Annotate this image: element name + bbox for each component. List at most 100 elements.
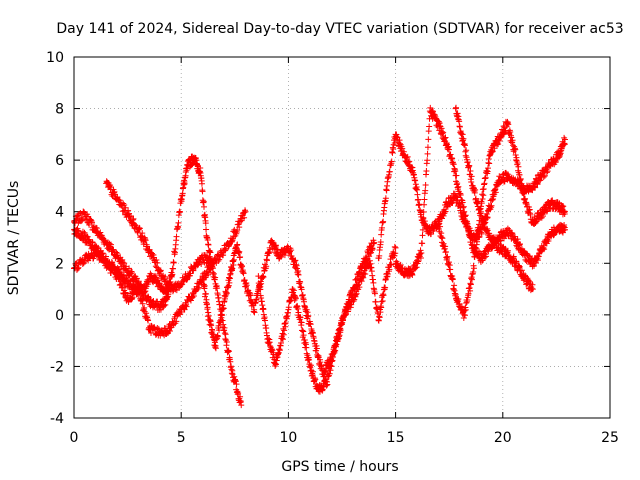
data-point <box>332 347 339 354</box>
data-point <box>371 290 378 297</box>
data-point <box>301 336 308 343</box>
data-point <box>279 330 286 337</box>
data-point <box>352 276 359 283</box>
data-point <box>89 219 96 226</box>
data-point <box>424 144 431 151</box>
data-point <box>388 261 395 268</box>
data-point <box>177 209 184 216</box>
data-point <box>208 322 215 329</box>
data-point <box>298 319 305 326</box>
data-point <box>353 290 360 297</box>
data-point <box>384 270 391 277</box>
data-point <box>225 348 232 355</box>
data-point <box>135 291 142 298</box>
data-point <box>210 270 217 277</box>
data-point <box>421 196 428 203</box>
data-point <box>447 266 454 273</box>
data-point <box>453 104 460 111</box>
y-axis-label: SDTVAR / TECUs <box>6 181 22 296</box>
data-point <box>220 305 227 312</box>
data-point <box>465 290 472 297</box>
data-point <box>236 224 243 231</box>
data-point <box>108 241 115 248</box>
data-point <box>157 306 164 313</box>
data-point <box>173 318 180 325</box>
data-point <box>404 153 411 160</box>
data-point <box>200 198 207 205</box>
data-point <box>175 219 182 226</box>
data-point <box>154 324 161 331</box>
data-point <box>238 402 245 409</box>
data-point <box>234 241 241 248</box>
data-point <box>322 368 329 375</box>
data-point <box>136 225 143 232</box>
data-point <box>230 262 237 269</box>
data-point <box>329 357 336 364</box>
data-point <box>305 312 312 319</box>
data-point <box>227 358 234 365</box>
data-point <box>198 261 205 268</box>
grid <box>74 57 610 418</box>
data-point <box>212 345 219 352</box>
data-point <box>129 294 136 301</box>
data-point <box>222 331 229 338</box>
data-point <box>378 224 385 231</box>
data-point <box>263 263 270 270</box>
data-point <box>274 246 281 253</box>
x-tick-label: 20 <box>494 430 512 446</box>
data-point <box>388 158 395 165</box>
data-point <box>197 164 204 171</box>
data-point <box>272 361 279 368</box>
data-point <box>257 286 264 293</box>
data-point <box>356 284 363 291</box>
data-point <box>421 201 428 208</box>
data-point <box>288 247 295 254</box>
data-point <box>165 291 172 298</box>
data-point <box>154 259 161 266</box>
data-point <box>204 300 211 307</box>
data-point <box>377 239 384 246</box>
data-point <box>366 253 373 260</box>
data-point <box>416 201 423 208</box>
data-point <box>223 338 230 345</box>
data-point <box>206 255 213 262</box>
data-point <box>281 327 288 334</box>
data-point <box>111 266 118 273</box>
data-point <box>223 290 230 297</box>
y-tick-label: 2 <box>55 256 64 272</box>
data-point <box>332 342 339 349</box>
data-point <box>292 257 299 264</box>
data-point <box>399 145 406 152</box>
data-point <box>242 208 249 215</box>
data-point <box>187 270 194 277</box>
data-point <box>236 248 243 255</box>
data-point <box>202 220 209 227</box>
data-point <box>451 282 458 289</box>
plot-frame <box>73 56 611 419</box>
x-tick-label: 25 <box>601 430 619 446</box>
data-point <box>200 274 207 281</box>
data-point <box>282 319 289 326</box>
data-point <box>366 257 373 264</box>
data-point <box>153 256 160 263</box>
data-point <box>120 200 127 207</box>
data-point <box>442 208 449 215</box>
data-point <box>225 283 232 290</box>
x-tick-label: 15 <box>387 430 405 446</box>
data-point <box>243 282 250 289</box>
data-point <box>205 241 212 248</box>
data-point <box>372 298 379 305</box>
data-point <box>378 304 385 311</box>
data-point <box>298 286 305 293</box>
data-point <box>142 237 149 244</box>
data-point <box>152 263 159 270</box>
data-point <box>169 271 176 278</box>
data-point <box>237 254 244 261</box>
data-point <box>367 250 374 257</box>
data-point <box>317 359 324 366</box>
data-point <box>299 327 306 334</box>
data-point <box>422 187 429 194</box>
data-point <box>194 262 201 269</box>
data-point <box>462 152 469 159</box>
data-point <box>139 300 146 307</box>
